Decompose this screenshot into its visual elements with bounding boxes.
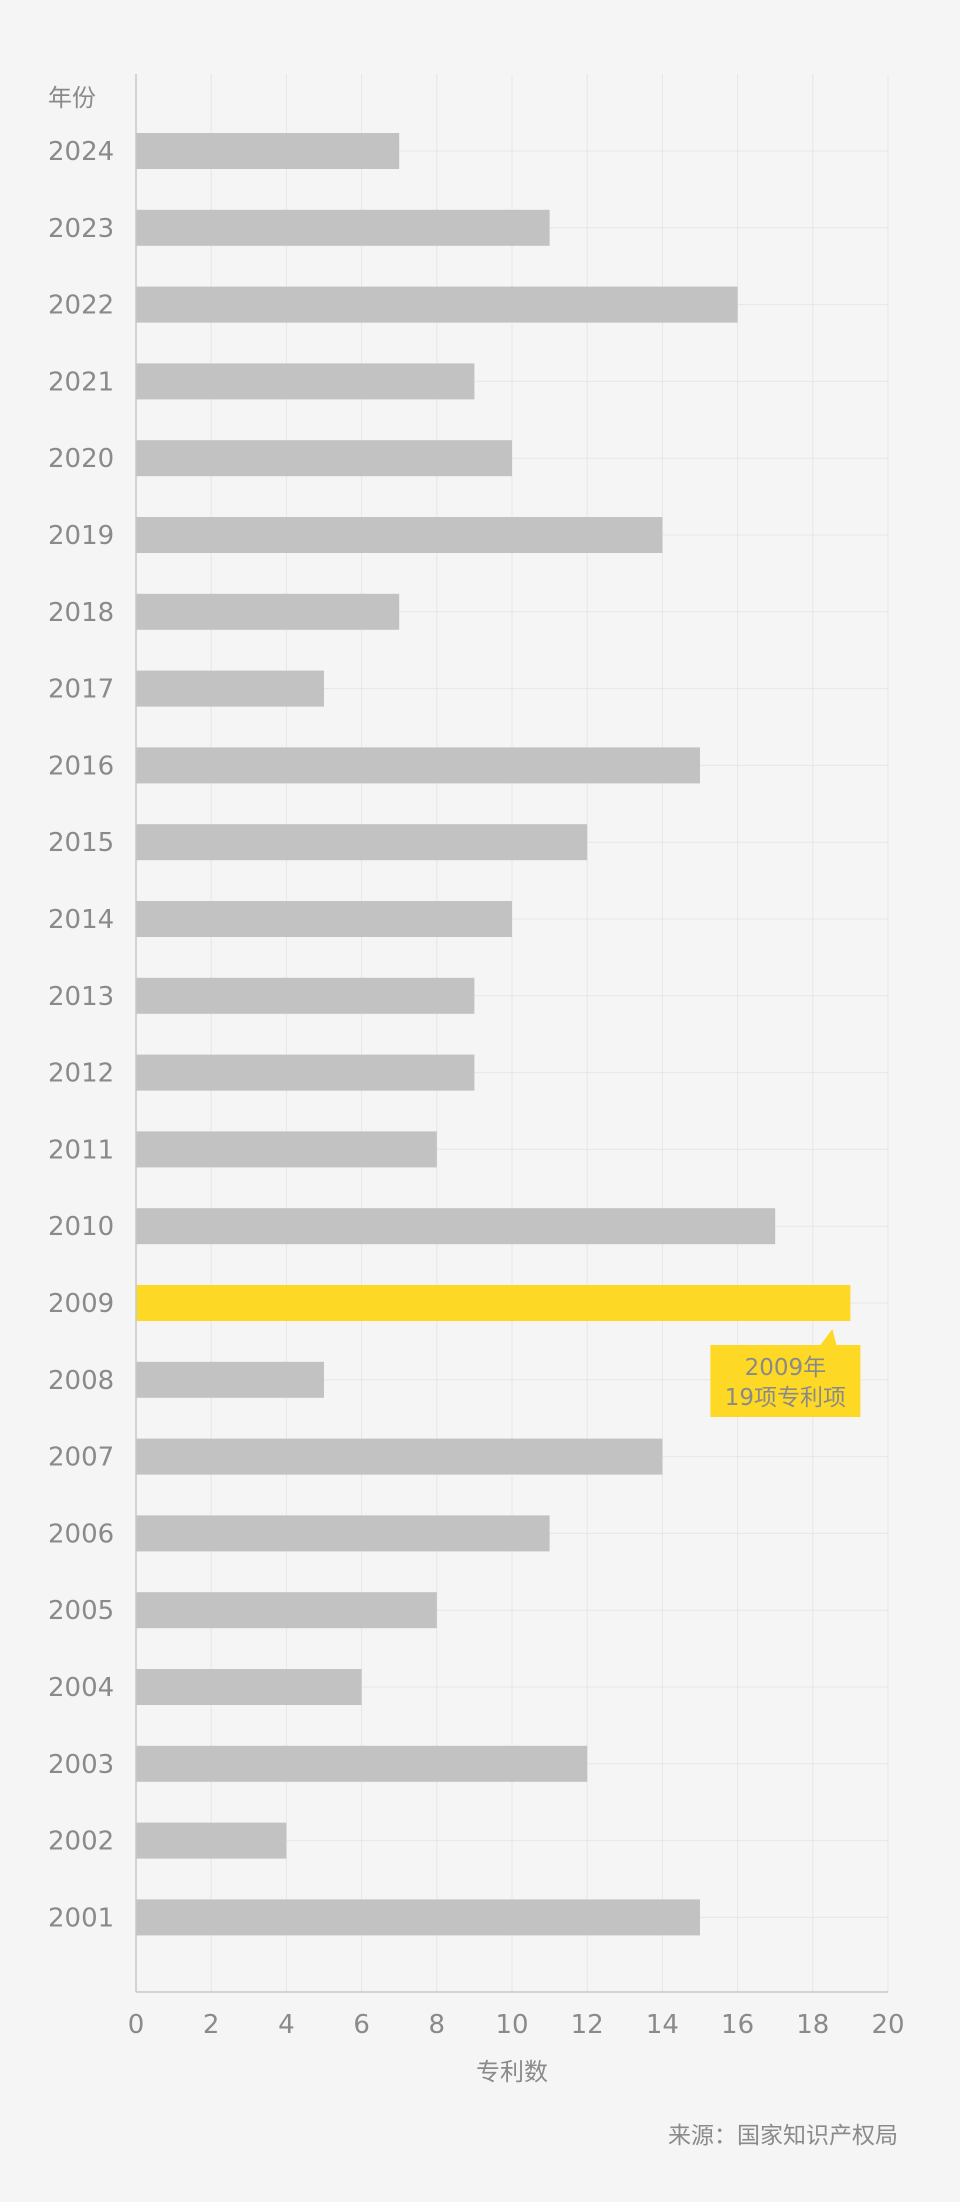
annotation-pointer — [820, 1329, 837, 1345]
bar — [136, 209, 550, 246]
x-tick-label: 0 — [128, 2010, 145, 2040]
x-tick-label: 12 — [571, 2010, 604, 2040]
x-tick-label: 20 — [871, 2010, 904, 2040]
x-tick-label: 8 — [429, 2010, 446, 2040]
x-tick-label: 6 — [353, 2010, 370, 2040]
y-tick-label: 2019 — [48, 521, 114, 551]
bar — [136, 670, 324, 707]
y-tick-label: 2024 — [48, 137, 114, 167]
bar — [136, 824, 588, 861]
bar — [136, 977, 475, 1014]
bar — [136, 593, 400, 630]
bar — [136, 1745, 588, 1782]
bar — [136, 1592, 437, 1629]
bar — [136, 1669, 362, 1705]
y-tick-label: 2005 — [48, 1596, 114, 1626]
y-tick-label: 2003 — [48, 1750, 114, 1780]
y-tick-label: 2017 — [48, 675, 114, 705]
x-tick-label: 16 — [721, 2010, 754, 2040]
bar — [136, 1361, 324, 1398]
y-tick-label: 2002 — [48, 1827, 114, 1857]
y-tick-label: 2021 — [48, 367, 114, 397]
bar — [136, 1054, 475, 1091]
bar — [136, 133, 400, 169]
y-axis-title: 年份 — [48, 84, 96, 112]
bar — [136, 1208, 776, 1245]
y-tick-label: 2018 — [48, 598, 114, 628]
y-tick-label: 2011 — [48, 1135, 114, 1165]
bar — [136, 1822, 287, 1859]
annotation-box — [710, 1345, 861, 1417]
source-note: 来源：国家知识产权局 — [668, 2123, 898, 2149]
y-tick-label: 2009 — [48, 1289, 114, 1319]
y-tick-label: 2012 — [48, 1059, 114, 1089]
x-tick-label: 10 — [495, 2010, 528, 2040]
annotation-layer: 2009年 19项专利项 — [710, 1329, 861, 1417]
y-tick-label: 2010 — [48, 1212, 114, 1242]
label-layer: 2024202320222021202020192018201720162015… — [48, 84, 905, 2086]
y-tick-label: 2014 — [48, 905, 114, 935]
bar — [136, 286, 738, 323]
bar — [136, 1131, 437, 1168]
axis-layer — [135, 74, 888, 1993]
bar-layer — [136, 133, 851, 1936]
y-tick-label: 2006 — [48, 1519, 114, 1549]
bar-highlight — [136, 1285, 851, 1321]
annotation-text-line1: 2009年 — [745, 1355, 827, 1381]
y-tick-label: 2020 — [48, 444, 114, 474]
bar — [136, 517, 663, 553]
annotation-text-line2: 19项专利项 — [725, 1385, 846, 1411]
y-tick-label: 2016 — [48, 751, 114, 781]
bar — [136, 1515, 550, 1552]
y-tick-label: 2015 — [48, 828, 114, 858]
bar — [136, 901, 512, 937]
x-axis-title: 专利数 — [476, 2058, 548, 2086]
x-tick-label: 4 — [278, 2010, 295, 2040]
bar — [136, 363, 475, 400]
bar — [136, 440, 512, 477]
bar — [136, 1438, 663, 1475]
bar — [136, 1899, 700, 1936]
y-tick-label: 2008 — [48, 1366, 114, 1396]
y-tick-label: 2007 — [48, 1443, 114, 1473]
x-tick-label: 18 — [796, 2010, 829, 2040]
y-tick-label: 2001 — [48, 1903, 114, 1933]
y-tick-label: 2013 — [48, 982, 114, 1012]
x-tick-label: 14 — [646, 2010, 679, 2040]
y-tick-label: 2022 — [48, 291, 114, 321]
x-tick-label: 2 — [203, 2010, 220, 2040]
y-tick-label: 2004 — [48, 1673, 114, 1703]
bar — [136, 747, 700, 784]
y-tick-label: 2023 — [48, 214, 114, 244]
